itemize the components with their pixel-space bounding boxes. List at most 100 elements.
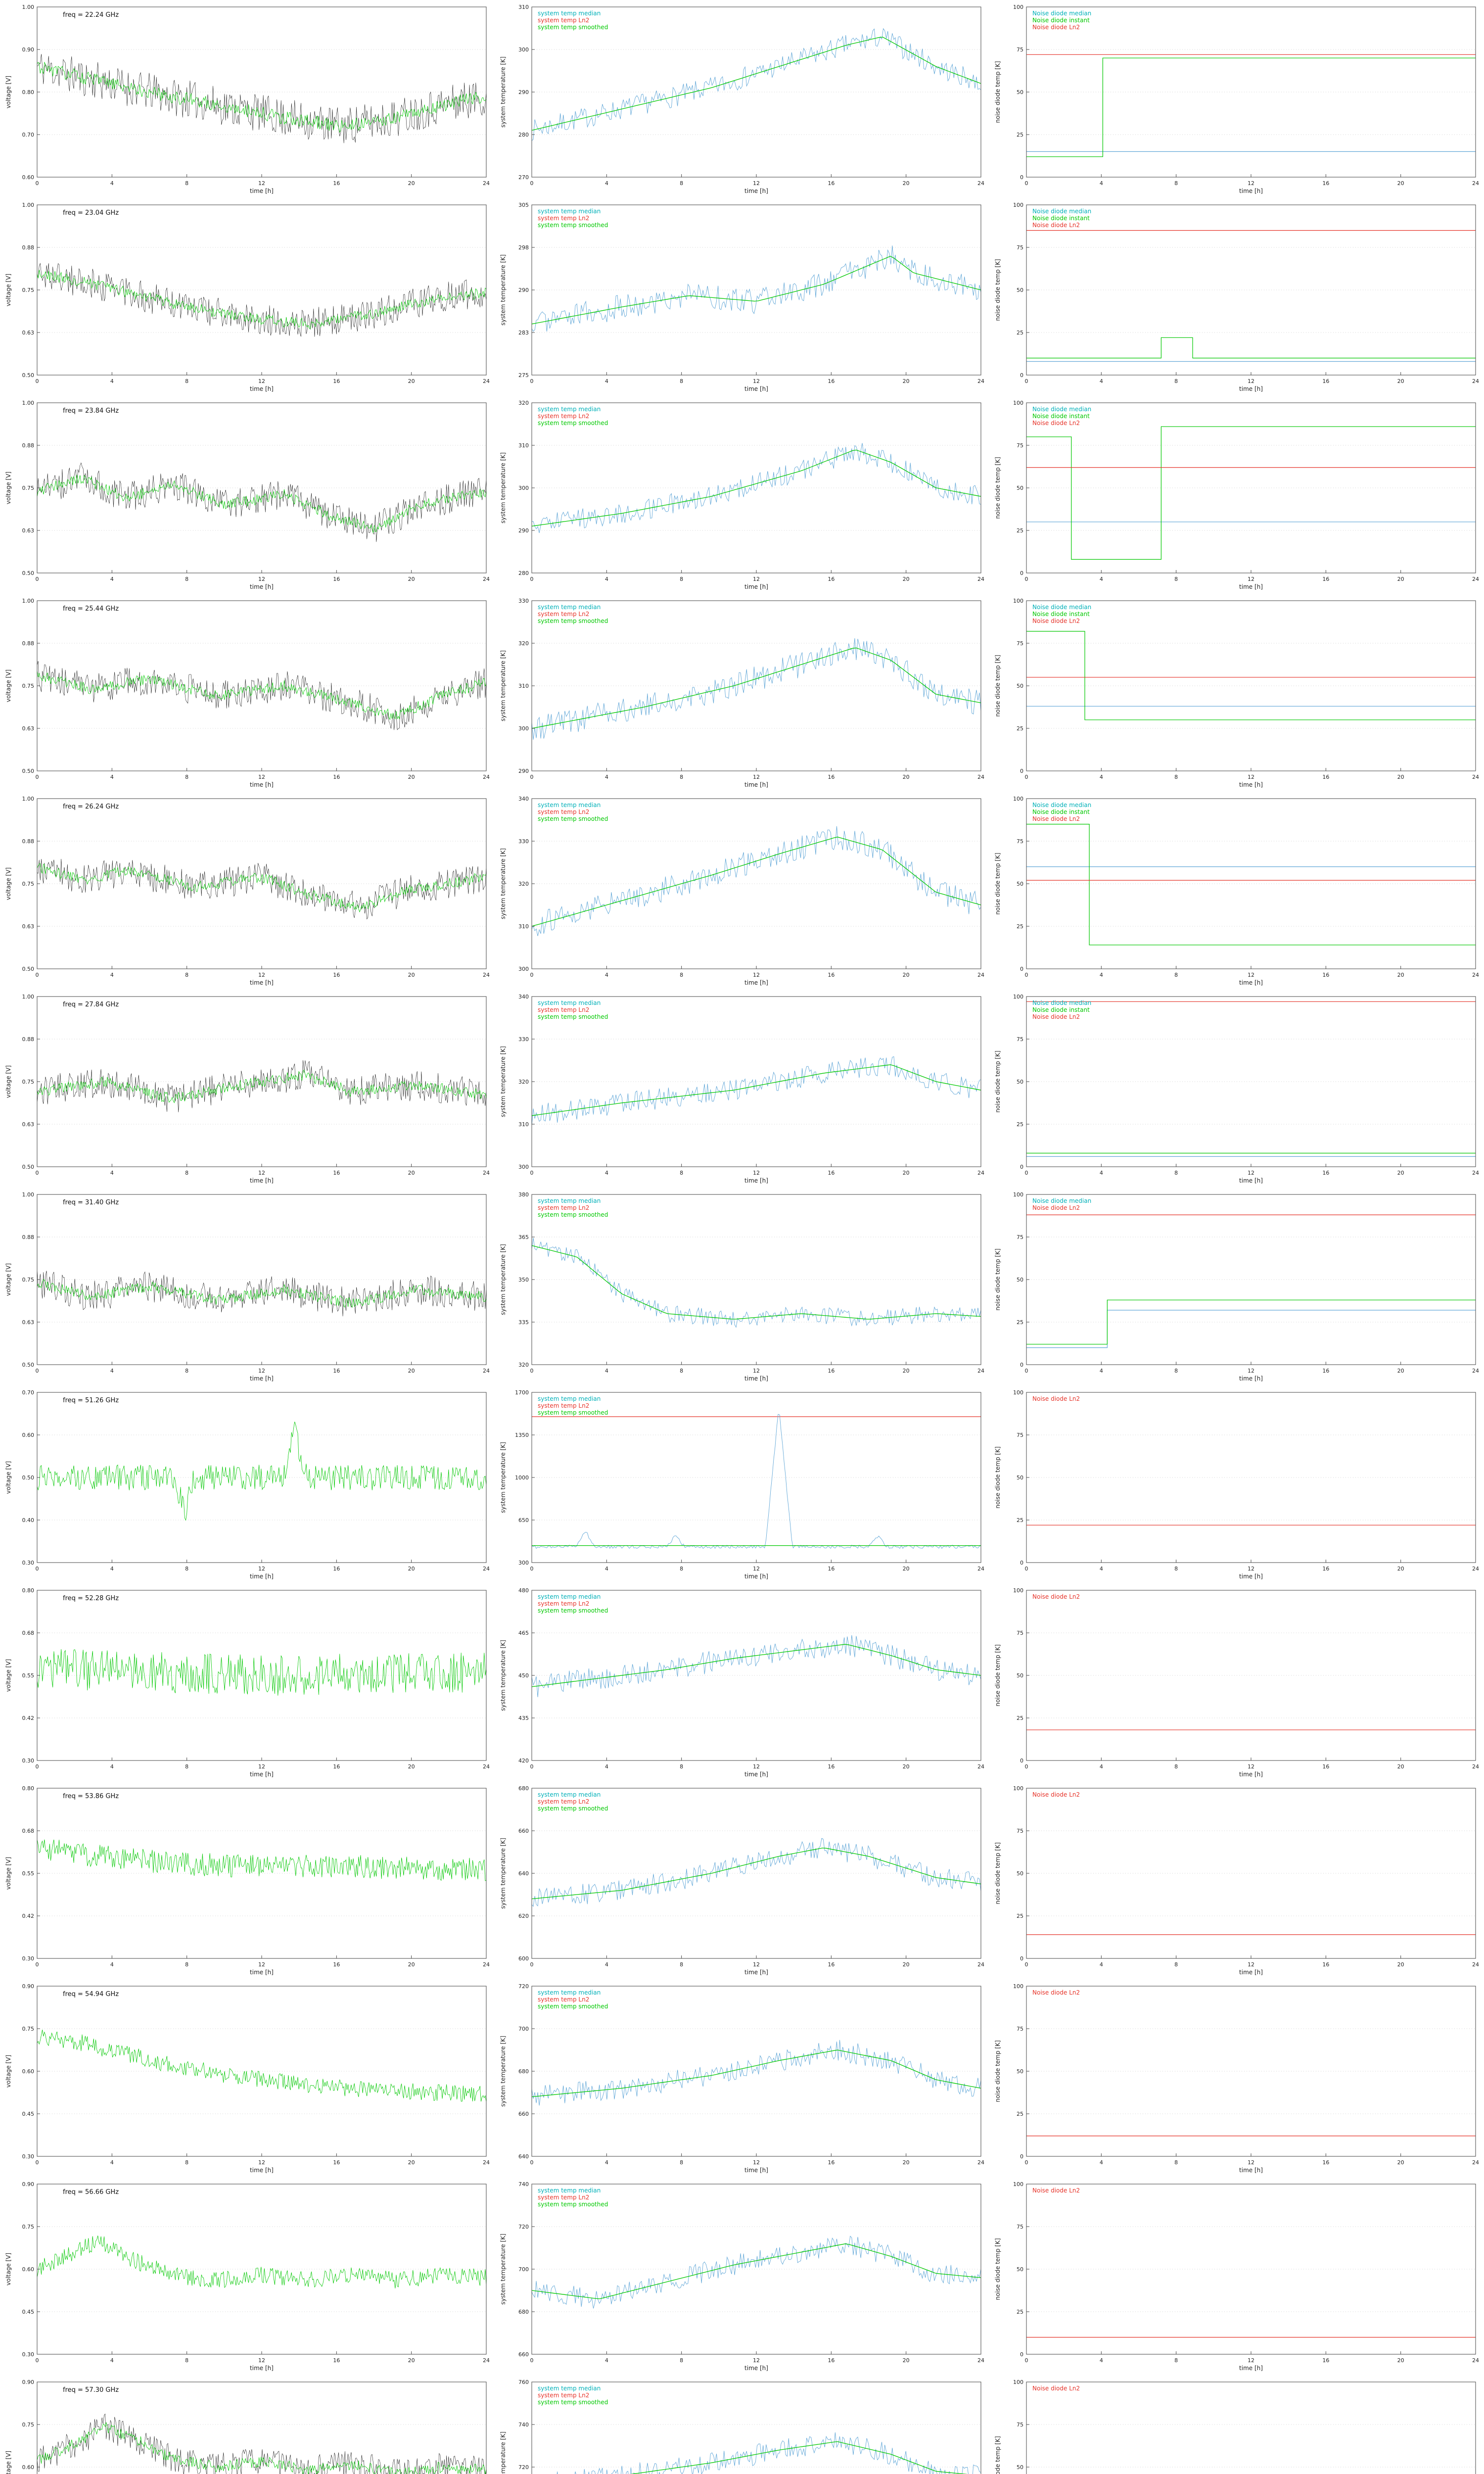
svg-text:24: 24 (1472, 378, 1479, 384)
svg-text:0: 0 (530, 774, 534, 780)
svg-text:20: 20 (903, 180, 910, 187)
svg-text:720: 720 (518, 2464, 529, 2471)
svg-text:time [h]: time [h] (1239, 2167, 1263, 2174)
svg-text:335: 335 (518, 1319, 529, 1326)
svg-text:100: 100 (1013, 202, 1023, 208)
svg-text:0.80: 0.80 (22, 1587, 35, 1594)
noisediode-plot: 0 25 50 75 100 0 4 8 12 16 20 24 time [h] noise diode… (994, 994, 1479, 1184)
svg-text:24: 24 (483, 1566, 490, 1572)
svg-text:4: 4 (605, 2159, 608, 2166)
svg-text:290: 290 (518, 768, 529, 774)
svg-text:system temp smoothed: system temp smoothed (538, 2003, 608, 2010)
svg-text:4: 4 (110, 1170, 114, 1176)
svg-text:20: 20 (408, 2159, 415, 2166)
svg-text:25: 25 (1017, 2111, 1023, 2117)
svg-text:voltage [V]: voltage [V] (5, 274, 12, 306)
svg-text:50: 50 (1017, 1870, 1023, 1877)
svg-text:system temperature [K]: system temperature [K] (500, 2431, 507, 2474)
svg-text:freq = 52.28 GHz: freq = 52.28 GHz (63, 1595, 119, 1602)
svg-text:8: 8 (680, 2159, 683, 2166)
svg-text:660: 660 (518, 2351, 529, 2358)
svg-text:system temp median: system temp median (538, 1197, 601, 1204)
svg-text:50: 50 (1017, 2464, 1023, 2471)
svg-text:system temp median: system temp median (538, 1593, 601, 1600)
svg-text:50: 50 (1017, 89, 1023, 95)
panel-systemp-row3: 280 290 300 310 320 0 4 8 12 16 20 24 time [h] system… (495, 396, 989, 594)
svg-text:noise diode temp [K]: noise diode temp [K] (994, 1644, 1001, 1706)
svg-text:24: 24 (977, 1368, 984, 1374)
svg-text:time [h]: time [h] (250, 1177, 274, 1184)
svg-text:300: 300 (518, 1164, 529, 1170)
svg-text:Noise diode Ln2: Noise diode Ln2 (1032, 1395, 1080, 1402)
svg-text:24: 24 (977, 378, 984, 384)
svg-text:time [h]: time [h] (744, 1177, 768, 1184)
svg-text:75: 75 (1017, 1432, 1023, 1438)
svg-text:8: 8 (1174, 1368, 1178, 1374)
svg-text:0.45: 0.45 (22, 2309, 35, 2315)
svg-text:system temp Ln2: system temp Ln2 (538, 1798, 589, 1805)
svg-text:system temp smoothed: system temp smoothed (538, 222, 608, 229)
svg-text:system temp Ln2: system temp Ln2 (538, 1006, 589, 1013)
svg-text:16: 16 (1322, 1763, 1329, 1770)
svg-text:4: 4 (110, 1961, 114, 1968)
svg-text:16: 16 (828, 1763, 835, 1770)
svg-text:50: 50 (1017, 2266, 1023, 2273)
svg-text:Noise diode instant: Noise diode instant (1032, 17, 1090, 24)
svg-text:0: 0 (1020, 1164, 1023, 1170)
svg-text:12: 12 (753, 180, 760, 187)
svg-text:310: 310 (518, 4, 529, 10)
panel-skydip-row5: 0.50 0.63 0.75 0.88 1.00 0 4 8 12 16 20 24 time [h] v… (0, 792, 495, 990)
svg-text:time [h]: time [h] (1239, 1375, 1263, 1382)
svg-text:16: 16 (1322, 2159, 1329, 2166)
svg-text:12: 12 (258, 2357, 265, 2364)
svg-text:noise diode temp [K]: noise diode temp [K] (994, 853, 1001, 914)
svg-text:4: 4 (110, 972, 114, 978)
svg-text:4: 4 (1100, 774, 1103, 780)
svg-text:time [h]: time [h] (1239, 2365, 1263, 2372)
panel-systemp-row6: 300 310 320 330 340 0 4 8 12 16 20 24 time [h] system… (495, 990, 989, 1188)
svg-text:system temp smoothed: system temp smoothed (538, 1211, 608, 1218)
svg-text:system temp median: system temp median (538, 406, 601, 413)
svg-text:noise diode temp [K]: noise diode temp [K] (994, 457, 1001, 519)
panel-systemp-row1: 270 280 290 300 310 0 4 8 12 16 20 24 time [h] system… (495, 0, 989, 198)
svg-text:290: 290 (518, 287, 529, 293)
svg-text:time [h]: time [h] (744, 1969, 768, 1976)
svg-text:time [h]: time [h] (744, 2167, 768, 2174)
svg-text:12: 12 (1248, 2357, 1254, 2364)
svg-text:25: 25 (1017, 132, 1023, 138)
svg-text:0: 0 (36, 576, 39, 582)
panel-systemp-row5: 300 310 320 330 340 0 4 8 12 16 20 24 time [h] system… (495, 792, 989, 990)
svg-text:0: 0 (530, 1170, 534, 1176)
svg-text:100: 100 (1013, 2379, 1023, 2385)
panel-skydip-row3: 0.50 0.63 0.75 0.88 1.00 0 4 8 12 16 20 24 time [h] v… (0, 396, 495, 594)
svg-text:20: 20 (1397, 1961, 1404, 1968)
svg-text:freq = 57.30 GHz: freq = 57.30 GHz (63, 2386, 119, 2394)
svg-text:0.75: 0.75 (22, 1079, 35, 1085)
svg-text:8: 8 (680, 1170, 683, 1176)
svg-text:12: 12 (258, 1763, 265, 1770)
svg-text:Noise diode Ln2: Noise diode Ln2 (1032, 420, 1080, 427)
svg-text:0: 0 (1025, 2357, 1028, 2364)
skydip-plot: 0.30 0.42 0.55 0.68 0.80 0 4 8 12 16 20 24 time [h] v… (5, 1785, 490, 1976)
svg-text:12: 12 (258, 180, 265, 187)
svg-text:12: 12 (1248, 972, 1254, 978)
svg-text:300: 300 (518, 966, 529, 972)
svg-text:0: 0 (36, 1961, 39, 1968)
svg-text:8: 8 (185, 180, 188, 187)
svg-text:310: 310 (518, 923, 529, 930)
svg-text:system temp median: system temp median (538, 604, 601, 611)
svg-text:Noise diode Ln2: Noise diode Ln2 (1032, 222, 1080, 229)
svg-text:0: 0 (36, 774, 39, 780)
svg-text:Noise diode median: Noise diode median (1032, 999, 1091, 1006)
svg-text:0.88: 0.88 (22, 1036, 35, 1043)
svg-text:12: 12 (753, 1961, 760, 1968)
svg-text:25: 25 (1017, 1517, 1023, 1523)
svg-text:320: 320 (518, 400, 529, 406)
svg-text:16: 16 (333, 180, 340, 187)
svg-text:system temperature [K]: system temperature [K] (500, 848, 507, 919)
svg-text:8: 8 (185, 972, 188, 978)
svg-text:12: 12 (258, 1170, 265, 1176)
svg-text:Noise diode Ln2: Noise diode Ln2 (1032, 1593, 1080, 1600)
systemp-plot: 300 310 320 330 340 0 4 8 12 16 20 24 time [h] system… (500, 796, 984, 986)
